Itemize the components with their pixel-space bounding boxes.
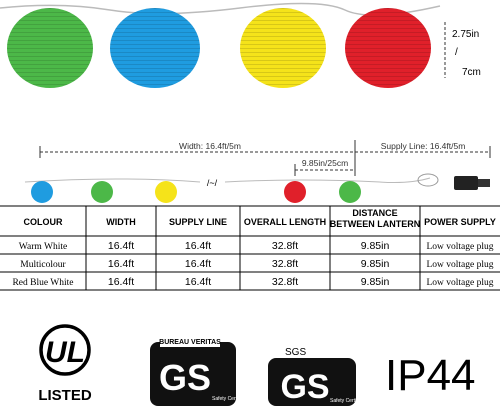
table-cell: Multicolour	[20, 260, 66, 270]
small-lanterns	[31, 181, 361, 203]
table-header: OVERALL LENGTH	[244, 217, 326, 227]
table-header: WIDTH	[106, 217, 136, 227]
sgs-mark: GS	[280, 368, 329, 406]
table-cell: 9.85in	[361, 258, 390, 270]
bv-caption: Safety Certification	[212, 396, 254, 402]
plug	[454, 176, 478, 190]
bv-mark: GS	[159, 357, 211, 398]
wire	[0, 2, 441, 16]
dim-text: 9.85in/25cm	[302, 158, 348, 168]
table-header: SUPPLY LINE	[169, 217, 227, 227]
dim-text: Supply Line: 16.4ft/5m	[381, 141, 466, 151]
table-cell: Red Blue White	[12, 278, 73, 288]
ul-logo: UL LISTED	[38, 324, 92, 404]
bv-name: BUREAU VERITAS	[159, 339, 221, 346]
dim-text: 7cm	[462, 67, 481, 78]
table-cell: Low voltage plug	[426, 242, 493, 252]
table-cell: Low voltage plug	[426, 260, 493, 270]
dim-text: Width: 16.4ft/5m	[179, 141, 241, 151]
table-cell: 16.4ft	[108, 240, 134, 252]
table-cell: Low voltage plug	[426, 278, 493, 288]
table-cell: 9.85in	[361, 240, 390, 252]
cable-coil	[417, 173, 439, 187]
table-header: COLOUR	[24, 217, 63, 227]
lanterns	[7, 8, 431, 88]
table-cell: 9.85in	[361, 276, 390, 288]
table-header: POWER SUPPLY	[424, 217, 496, 227]
sgs-caption: Safety Certification	[330, 398, 372, 404]
table-header: DISTANCE BETWEEN LANTERN	[330, 208, 421, 229]
table-cell: 16.4ft	[108, 276, 134, 288]
bv-gs-logo: BUREAU VERITAS GS Safety Certification	[150, 335, 254, 406]
table-cell: 16.4ft	[185, 240, 211, 252]
table-cell: 32.8ft	[272, 276, 298, 288]
table-cell: 16.4ft	[185, 276, 211, 288]
spec-table: COLOUR WIDTH SUPPLY LINE OVERALL LENGTH DIST…	[0, 205, 500, 291]
break-text: /~/	[207, 178, 218, 188]
dim-text: 2.75in	[452, 29, 479, 40]
table-cell: 16.4ft	[185, 258, 211, 270]
ul-listed: LISTED	[38, 387, 92, 404]
sgs-gs-logo: SGS GS Safety Certification	[268, 347, 372, 406]
sgs-name: SGS	[285, 347, 306, 358]
ip-rating: IP44	[385, 351, 476, 400]
ul-text: UL	[45, 336, 85, 369]
table-cell: 32.8ft	[272, 258, 298, 270]
table-cell: 32.8ft	[272, 240, 298, 252]
table-cell: Warm White	[19, 242, 67, 252]
dim-text: /	[455, 47, 458, 58]
table-cell: 16.4ft	[108, 258, 134, 270]
